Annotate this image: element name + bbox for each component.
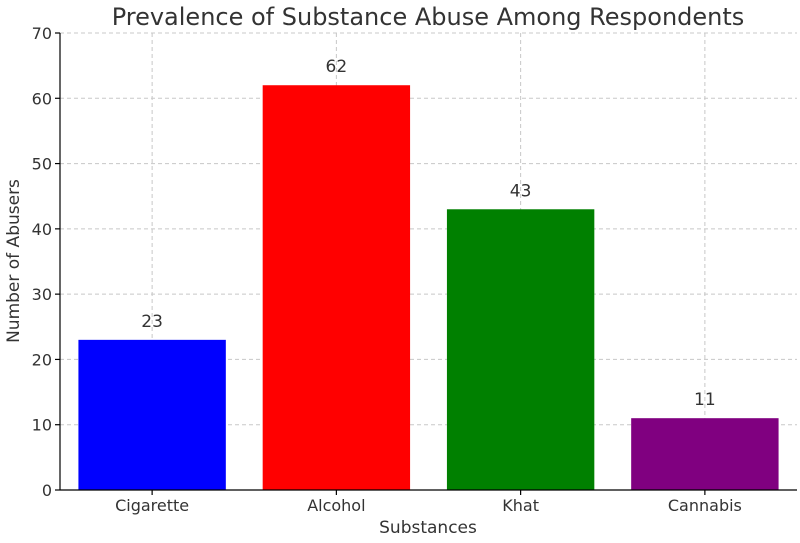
y-tick-label: 50	[32, 155, 52, 174]
data-label-layer: 23 62 43 11	[141, 57, 715, 410]
data-label: 23	[141, 312, 163, 332]
y-tick-layer: 0 10 20 30 40 50 60 70	[32, 24, 60, 500]
bar-cannabis	[631, 418, 779, 490]
y-axis-label: Number of Abusers	[4, 179, 24, 343]
x-tick-layer: Cigarette Alcohol Khat Cannabis	[115, 490, 742, 515]
bar-layer	[78, 85, 779, 490]
x-tick-label: Alcohol	[307, 496, 365, 515]
data-label: 43	[510, 181, 532, 201]
x-tick-label: Cigarette	[115, 496, 189, 515]
y-tick-label: 40	[32, 220, 52, 239]
chart-title: Prevalence of Substance Abuse Among Resp…	[112, 3, 745, 31]
bar-khat	[446, 209, 595, 490]
y-tick-label: 60	[32, 89, 52, 108]
data-label: 62	[326, 57, 348, 77]
x-tick-label: Cannabis	[668, 496, 742, 515]
data-label: 11	[694, 390, 716, 410]
x-tick-label: Khat	[502, 496, 539, 515]
x-axis-label: Substances	[379, 518, 477, 538]
y-tick-label: 70	[32, 24, 52, 43]
y-tick-label: 30	[32, 285, 52, 304]
axis-layer	[59, 33, 797, 491]
bar-alcohol	[262, 85, 411, 490]
bar-cigarette	[78, 339, 226, 490]
y-tick-label: 0	[42, 481, 52, 500]
y-tick-label: 10	[32, 416, 52, 435]
y-tick-label: 20	[32, 350, 52, 369]
